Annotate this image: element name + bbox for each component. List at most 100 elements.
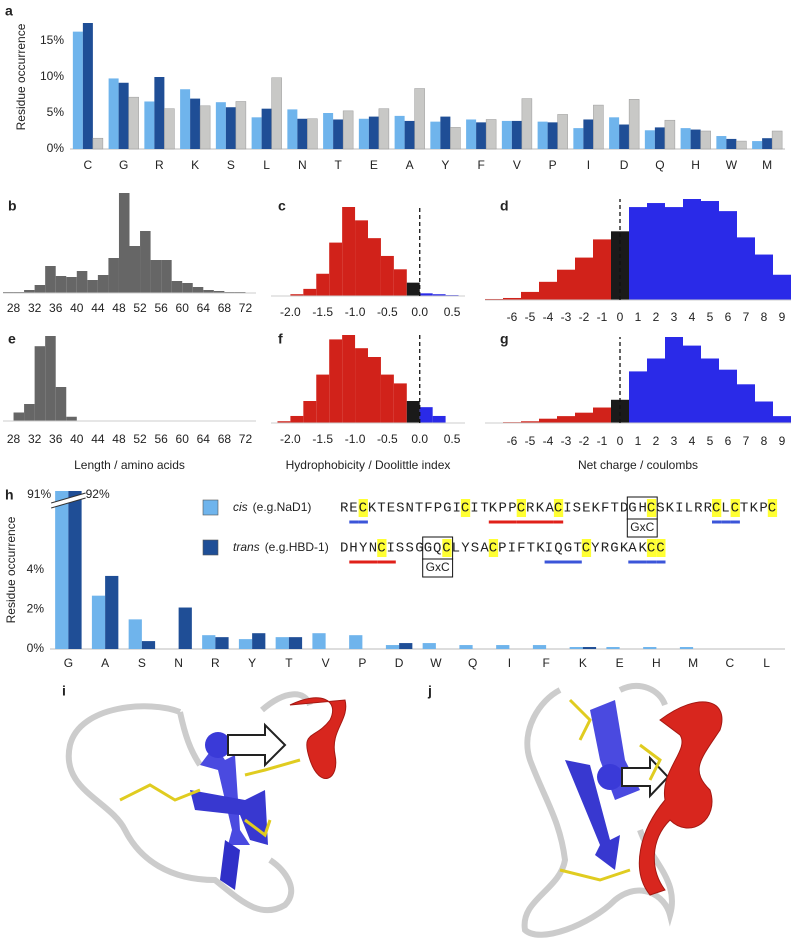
x-tick-label: 7 xyxy=(743,310,750,324)
legend-swatch xyxy=(202,539,219,556)
histogram-bar xyxy=(737,237,755,300)
x-tick-label: -2.0 xyxy=(280,305,301,319)
strand xyxy=(565,760,620,870)
panel-label: b xyxy=(8,198,17,214)
bar xyxy=(333,119,344,149)
bar xyxy=(225,107,236,149)
x-tick-label: 2 xyxy=(653,434,660,448)
residue-highlight xyxy=(516,499,526,517)
histogram-bar xyxy=(406,401,420,423)
bar xyxy=(569,647,583,649)
histogram-bar xyxy=(45,266,56,293)
x-tick-label: -1.0 xyxy=(345,432,366,446)
histogram-bar xyxy=(66,277,77,293)
y-tick-label: 0% xyxy=(27,641,45,655)
sequence-residues: KPP xyxy=(489,501,517,517)
x-tick-label: 40 xyxy=(70,432,84,446)
bar xyxy=(72,31,83,149)
bar xyxy=(128,96,139,150)
bar xyxy=(307,118,318,150)
bar xyxy=(178,607,192,649)
bar xyxy=(275,637,289,649)
bar xyxy=(450,127,461,150)
histogram-bar xyxy=(701,201,719,300)
histogram-bar xyxy=(45,336,56,421)
sphere xyxy=(205,732,231,758)
bar xyxy=(68,491,82,649)
bar xyxy=(271,77,282,150)
histogram-bar xyxy=(13,412,25,421)
histogram-bar xyxy=(171,281,183,293)
histogram-bar xyxy=(76,271,88,293)
x-tick-label: I xyxy=(587,158,590,172)
histogram-bar xyxy=(213,291,225,293)
value-label: 92% xyxy=(86,487,110,501)
residue-highlight xyxy=(646,539,657,557)
bar xyxy=(664,119,676,150)
x-tick-label: 1 xyxy=(635,434,642,448)
y-axis-label: Residue occurrence xyxy=(14,23,28,130)
bar xyxy=(466,119,477,149)
residue-highlight xyxy=(377,539,387,557)
motif-label: GxC xyxy=(426,560,450,574)
bar xyxy=(583,119,594,149)
histogram-bar xyxy=(432,294,446,296)
x-tick-label: A xyxy=(101,656,109,670)
x-tick-label: 72 xyxy=(239,432,253,446)
histogram-bar xyxy=(503,297,521,300)
x-tick-label: 36 xyxy=(49,301,63,315)
x-tick-label: K xyxy=(579,656,587,670)
panel-label: f xyxy=(278,331,283,347)
bar xyxy=(199,105,211,150)
sequence-residues: LYSA xyxy=(452,541,490,557)
legend-example: (e.g.NaD1) xyxy=(253,500,312,514)
histogram-bar xyxy=(140,231,151,293)
histogram-bar xyxy=(161,260,172,293)
histogram-bar xyxy=(150,260,162,293)
histogram-bar xyxy=(773,274,791,300)
bar xyxy=(414,88,425,150)
panel-label: a xyxy=(5,3,13,19)
histogram-bar xyxy=(55,276,67,293)
x-tick-label: P xyxy=(358,656,366,670)
x-tick-label: 0 xyxy=(617,310,624,324)
sequence-residues: C xyxy=(359,501,367,517)
x-tick-label: C xyxy=(84,158,93,172)
histogram-bar xyxy=(329,242,343,296)
x-tick-label: C xyxy=(726,656,735,670)
x-tick-label: Y xyxy=(248,656,256,670)
bar xyxy=(118,82,129,149)
bar xyxy=(537,121,548,149)
bar xyxy=(557,114,568,150)
histogram-bar xyxy=(34,346,46,421)
bar xyxy=(378,108,390,150)
bar xyxy=(215,102,226,149)
bar xyxy=(215,637,229,649)
histogram-bar xyxy=(66,416,77,421)
y-tick-label: 5% xyxy=(47,105,65,119)
x-tick-label: Q xyxy=(655,158,664,172)
sequence-residues: Q xyxy=(433,541,441,557)
legend-swatch xyxy=(202,499,219,516)
histogram-bar xyxy=(316,374,330,423)
x-tick-label: H xyxy=(652,656,661,670)
x-tick-label: V xyxy=(513,158,521,172)
x-tick-label: 64 xyxy=(197,432,211,446)
x-tick-label: 8 xyxy=(761,434,768,448)
x-tick-label: N xyxy=(174,656,183,670)
bar xyxy=(501,120,512,149)
arrow xyxy=(227,722,287,768)
axis-break xyxy=(51,497,86,509)
histogram-bar xyxy=(611,399,629,423)
bar xyxy=(394,115,405,149)
x-tick-label: 9 xyxy=(779,310,786,324)
bar xyxy=(368,116,379,149)
x-tick-label: 7 xyxy=(743,434,750,448)
histogram-bar xyxy=(290,294,304,296)
histogram-bar xyxy=(539,281,557,300)
bar xyxy=(679,647,694,649)
x-tick-label: -3 xyxy=(561,310,572,324)
x-tick-label: E xyxy=(616,656,624,670)
x-tick-label: S xyxy=(227,158,235,172)
